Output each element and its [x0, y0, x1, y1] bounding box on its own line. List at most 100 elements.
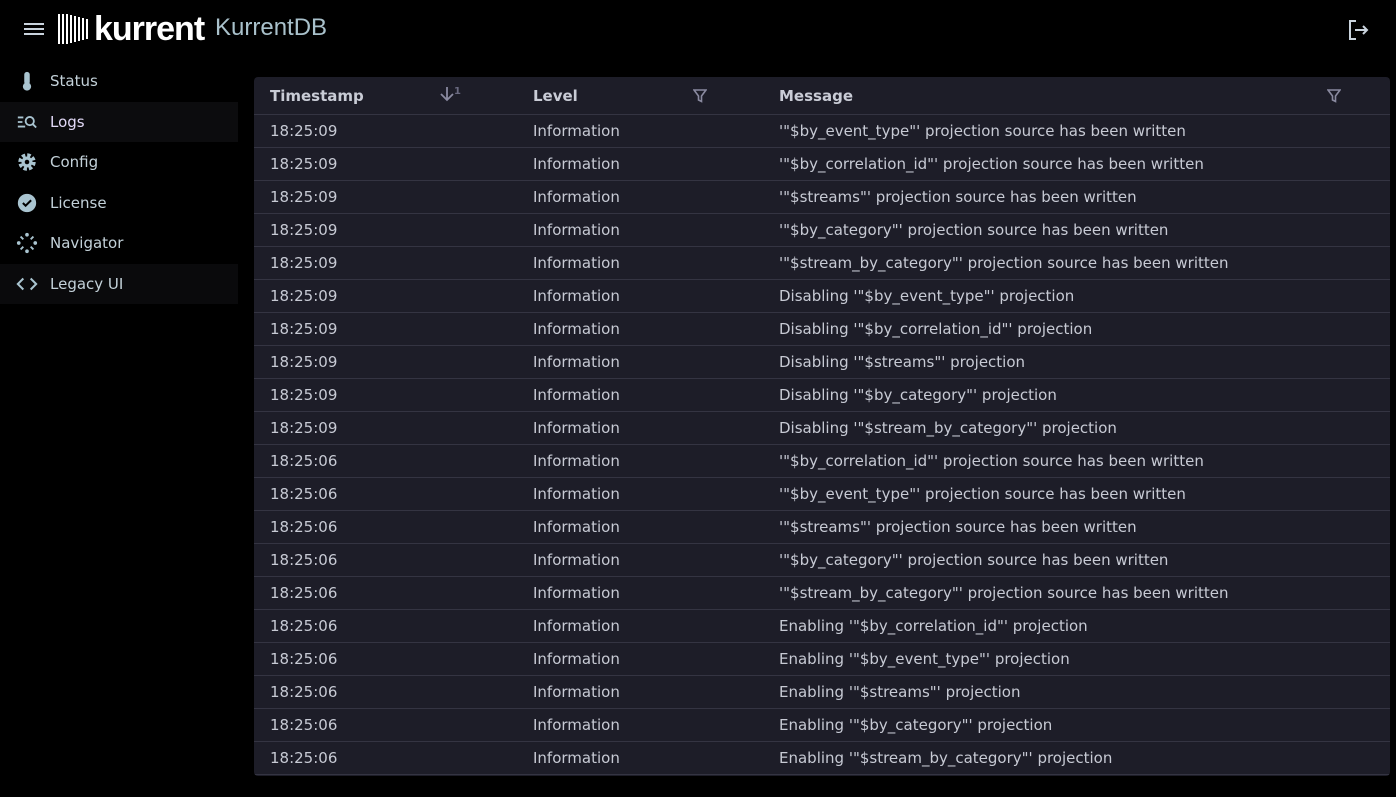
cell-message: '"$by_event_type"' projection source has… [779, 485, 1186, 503]
cell-level: Information [533, 320, 620, 338]
table-body: 18:25:09 Information '"$by_event_type"' pr… [254, 115, 1390, 775]
code-icon [16, 277, 38, 290]
cell-timestamp: 18:25:06 [270, 617, 338, 635]
table-row[interactable]: 18:25:09 Information Disabling '"$stream_b… [254, 412, 1390, 445]
table-row[interactable]: 18:25:06 Information '"$by_event_type"' pr… [254, 478, 1390, 511]
kurrent-logo: kurrent [58, 9, 205, 48]
cell-message: '"$streams"' projection source has been … [779, 188, 1137, 206]
cell-message: Disabling '"$streams"' projection [779, 353, 1026, 371]
sidebar-item-navigator[interactable]: Navigator [0, 223, 238, 264]
cell-timestamp: 18:25:06 [270, 551, 338, 569]
logo-mark [58, 14, 88, 44]
cell-level: Information [533, 683, 620, 701]
cell-message: Enabling '"$stream_by_category"' project… [779, 749, 1113, 767]
cell-level: Information [533, 287, 620, 305]
table-row[interactable]: 18:25:06 Information Enabling '"$by_correl… [254, 610, 1390, 643]
cell-message: Disabling '"$by_correlation_id"' project… [779, 320, 1093, 338]
cell-message: '"$by_event_type"' projection source has… [779, 122, 1186, 140]
table-row[interactable]: 18:25:09 Information Disabling '"$by_event… [254, 280, 1390, 313]
cell-timestamp: 18:25:09 [270, 419, 338, 437]
sidebar-item-legacy-ui[interactable]: Legacy UI [0, 263, 238, 304]
table-row[interactable]: 18:25:09 Information '"$streams"' projecti… [254, 181, 1390, 214]
cell-timestamp: 18:25:09 [270, 254, 338, 272]
cell-message: Disabling '"$stream_by_category"' projec… [779, 419, 1117, 437]
cell-timestamp: 18:25:06 [270, 485, 338, 503]
cell-level: Information [533, 419, 620, 437]
table-row[interactable]: 18:25:06 Information Enabling '"$by_catego… [254, 709, 1390, 742]
cell-level: Information [533, 749, 620, 767]
sidebar: Status Logs Config License Navigator Leg… [0, 61, 238, 304]
sidebar-item-license[interactable]: License [0, 183, 238, 224]
menu-icon[interactable] [24, 20, 44, 38]
column-header-level[interactable]: Level [533, 87, 779, 105]
cell-timestamp: 18:25:06 [270, 452, 338, 470]
table-row[interactable]: 18:25:06 Information '"$stream_by_category… [254, 577, 1390, 610]
sidebar-item-logs[interactable]: Logs [0, 101, 238, 142]
cell-timestamp: 18:25:09 [270, 155, 338, 173]
cell-level: Information [533, 485, 620, 503]
cell-message: Enabling '"$by_correlation_id"' projecti… [779, 617, 1088, 635]
cell-timestamp: 18:25:09 [270, 122, 338, 140]
cell-message: '"$by_category"' projection source has b… [779, 221, 1169, 239]
cell-timestamp: 18:25:06 [270, 650, 338, 668]
cell-timestamp: 18:25:09 [270, 386, 338, 404]
cell-message: Enabling '"$by_event_type"' projection [779, 650, 1070, 668]
cell-message: '"$stream_by_category"' projection sourc… [779, 584, 1229, 602]
table-row[interactable]: 18:25:09 Information Disabling '"$by_corre… [254, 313, 1390, 346]
sort-descending-button[interactable]: 1 [440, 86, 461, 106]
cell-timestamp: 18:25:09 [270, 221, 338, 239]
column-label: Timestamp [270, 86, 364, 105]
sidebar-item-status[interactable]: Status [0, 61, 238, 102]
filter-icon[interactable] [693, 88, 707, 103]
table-row[interactable]: 18:25:06 Information '"$by_category"' proj… [254, 544, 1390, 577]
logout-icon[interactable] [1346, 18, 1370, 42]
table-row[interactable]: 18:25:06 Information Enabling '"$by_event_… [254, 643, 1390, 676]
sidebar-item-config[interactable]: Config [0, 142, 238, 183]
cell-message: '"$by_correlation_id"' projection source… [779, 155, 1204, 173]
cell-level: Information [533, 716, 620, 734]
table-row[interactable]: 18:25:06 Information Enabling '"$stream_by… [254, 742, 1390, 775]
gear-icon [18, 153, 36, 171]
column-header-timestamp[interactable]: Timestamp 1 [254, 86, 533, 106]
cell-timestamp: 18:25:06 [270, 683, 338, 701]
cell-level: Information [533, 155, 620, 173]
column-label: Message [779, 86, 853, 105]
brand-name: kurrent [94, 9, 205, 48]
table-row[interactable]: 18:25:09 Information '"$by_correlation_id"… [254, 148, 1390, 181]
cell-level: Information [533, 188, 620, 206]
cell-level: Information [533, 551, 620, 569]
cell-message: '"$by_correlation_id"' projection source… [779, 452, 1204, 470]
table-row[interactable]: 18:25:06 Information '"$by_correlation_id"… [254, 445, 1390, 478]
table-row[interactable]: 18:25:09 Information Disabling '"$streams"… [254, 346, 1390, 379]
sidebar-item-label: Navigator [50, 234, 124, 253]
cell-message: '"$by_category"' projection source has b… [779, 551, 1169, 569]
top-bar: kurrent KurrentDB [0, 0, 1396, 60]
sort-index: 1 [454, 85, 461, 97]
cell-message: Enabling '"$streams"' projection [779, 683, 1021, 701]
column-header-message[interactable]: Message [779, 87, 1390, 105]
table-row[interactable]: 18:25:09 Information '"$by_event_type"' pr… [254, 115, 1390, 148]
cell-level: Information [533, 584, 620, 602]
logs-table: Timestamp 1 Level Message 18:25:09 Inform… [254, 77, 1390, 776]
cell-timestamp: 18:25:09 [270, 188, 338, 206]
table-row[interactable]: 18:25:09 Information '"$by_category"' proj… [254, 214, 1390, 247]
cell-level: Information [533, 386, 620, 404]
table-row[interactable]: 18:25:06 Information '"$streams"' projecti… [254, 511, 1390, 544]
filter-icon[interactable] [1327, 88, 1341, 103]
navigator-icon [16, 233, 38, 254]
arrow-down-icon [440, 86, 454, 101]
cell-timestamp: 18:25:09 [270, 320, 338, 338]
table-row[interactable]: 18:25:09 Information '"$stream_by_category… [254, 247, 1390, 280]
cell-message: Disabling '"$by_category"' projection [779, 386, 1057, 404]
product-name: KurrentDB [215, 14, 328, 41]
table-row[interactable]: 18:25:06 Information Enabling '"$streams"'… [254, 676, 1390, 709]
cell-message: Disabling '"$by_event_type"' projection [779, 287, 1075, 305]
verified-badge-icon [17, 193, 37, 212]
log-search-icon [17, 115, 37, 128]
table-row[interactable]: 18:25:09 Information Disabling '"$by_categ… [254, 379, 1390, 412]
cell-level: Information [533, 617, 620, 635]
cell-level: Information [533, 650, 620, 668]
cell-timestamp: 18:25:06 [270, 749, 338, 767]
sidebar-item-label: Legacy UI [50, 274, 124, 293]
cell-timestamp: 18:25:06 [270, 518, 338, 536]
